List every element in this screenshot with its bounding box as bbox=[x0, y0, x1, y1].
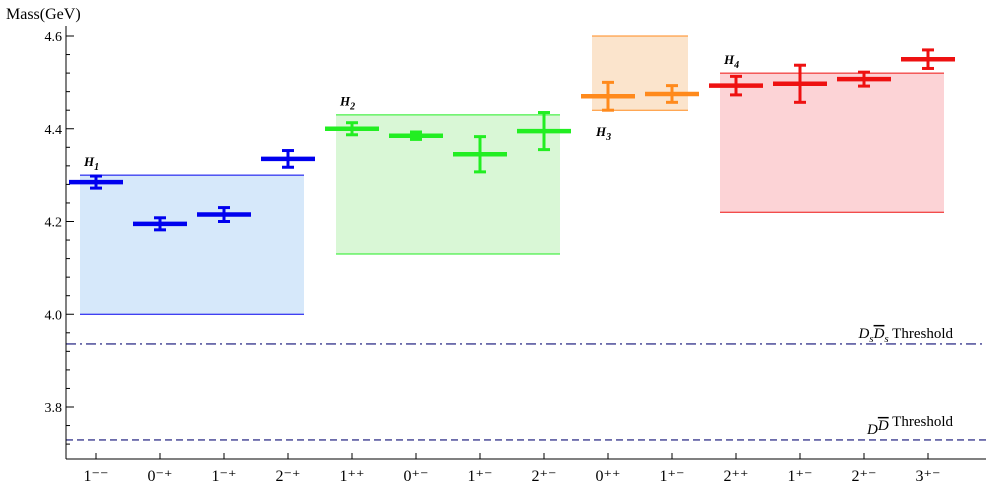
threshold-label: DsDs Threshold bbox=[857, 326, 953, 345]
group-label-sub: 4 bbox=[733, 60, 739, 71]
x-tick-label: 0⁺⁻ bbox=[404, 468, 429, 485]
group-label-main: H bbox=[723, 52, 735, 67]
group-label-main: H bbox=[339, 94, 351, 109]
data-point bbox=[197, 206, 251, 223]
x-tick-label: 1⁻⁺ bbox=[212, 468, 237, 485]
threshold-lines bbox=[66, 343, 986, 441]
group-band bbox=[720, 73, 944, 213]
data-point bbox=[837, 70, 891, 88]
data-point bbox=[709, 74, 763, 97]
x-tick-label: 1⁺⁻ bbox=[788, 468, 813, 485]
x-tick-label: 2⁺⁻ bbox=[852, 468, 877, 485]
group-label-main: H bbox=[83, 154, 95, 169]
data-point bbox=[389, 130, 443, 141]
x-tick-label: 1⁺⁺ bbox=[340, 468, 365, 485]
data-point bbox=[261, 149, 315, 169]
y-tick-label: 4.6 bbox=[45, 30, 63, 45]
group-label-sub: 2 bbox=[349, 102, 355, 113]
y-tick-label: 3.8 bbox=[45, 401, 63, 416]
threshold-label-label-bar-sub: s bbox=[884, 333, 888, 345]
data-point bbox=[325, 121, 379, 137]
x-tick-label: 3⁺⁻ bbox=[916, 468, 941, 485]
x-tick-label: 1⁺⁻ bbox=[468, 468, 493, 485]
data-point bbox=[901, 48, 955, 70]
data-point bbox=[581, 80, 635, 112]
x-tick-label: 0⁺⁺ bbox=[596, 468, 621, 485]
data-point bbox=[645, 84, 699, 104]
data-point bbox=[773, 63, 827, 104]
x-tick-label: 1⁺⁻ bbox=[660, 468, 685, 485]
group-label: H4 bbox=[723, 52, 739, 71]
data-points bbox=[69, 48, 955, 232]
data-point bbox=[517, 111, 571, 152]
data-point bbox=[69, 174, 123, 190]
axes: 3.8 4.0 4.2 4.4 4.6 Mass(GeV) 1⁻⁻ 0⁻⁺ 1⁻⁺ 2⁻⁺ 1⁺⁺ 0… bbox=[6, 6, 986, 485]
threshold-label-label-bar: D bbox=[873, 326, 885, 342]
group-band bbox=[336, 114, 560, 254]
y-tick-label: 4.2 bbox=[45, 216, 63, 231]
threshold-label: DD Threshold bbox=[866, 414, 953, 438]
group-label-main: H bbox=[595, 124, 607, 139]
y-tick-label: 4.0 bbox=[45, 308, 63, 323]
threshold-label-label-bar: D bbox=[877, 418, 889, 434]
group-label: H3 bbox=[595, 124, 611, 143]
group-bands bbox=[80, 35, 944, 315]
x-tick-label: 1⁻⁻ bbox=[84, 468, 109, 485]
data-point bbox=[453, 135, 507, 174]
x-tick-label: 0⁻⁺ bbox=[148, 468, 173, 485]
group-label-sub: 3 bbox=[605, 132, 611, 143]
y-axis-label: Mass(GeV) bbox=[6, 6, 81, 23]
data-point bbox=[133, 216, 187, 232]
y-tick-label: 4.4 bbox=[45, 123, 63, 138]
threshold-label-label-text: Threshold bbox=[889, 326, 954, 342]
x-tick-label: 2⁻⁺ bbox=[276, 468, 301, 485]
x-tick-label: 2⁺⁻ bbox=[532, 468, 557, 485]
group-band bbox=[80, 175, 304, 315]
threshold-label-label-text: Threshold bbox=[889, 414, 954, 430]
threshold-label-label-main: D bbox=[857, 326, 869, 342]
group-band bbox=[592, 36, 688, 111]
group-label-sub: 1 bbox=[94, 162, 99, 173]
group-label: H2 bbox=[339, 94, 355, 113]
group-label: H1 bbox=[83, 154, 99, 173]
threshold-label-label-main: D bbox=[866, 422, 878, 438]
threshold-label-label-sub: s bbox=[869, 333, 873, 345]
x-tick-label: 2⁺⁺ bbox=[724, 468, 749, 485]
